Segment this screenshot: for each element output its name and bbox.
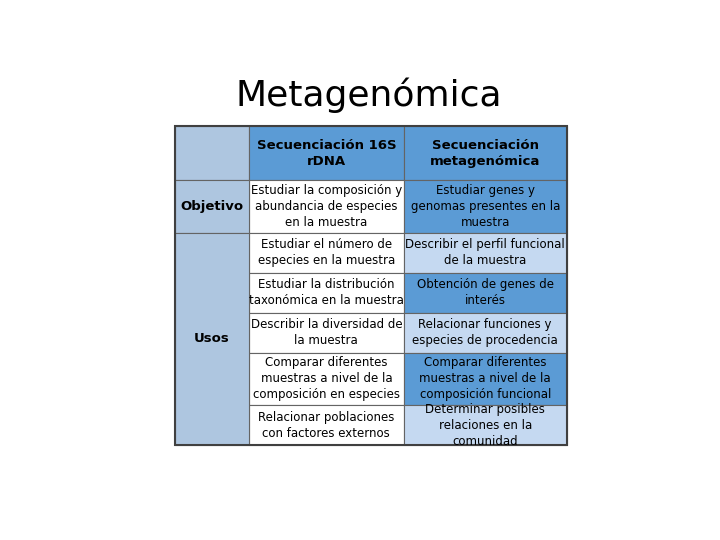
Text: Relacionar poblaciones
con factores externos: Relacionar poblaciones con factores exte… — [258, 410, 395, 440]
Text: Objetivo: Objetivo — [181, 200, 243, 213]
Bar — [249, 353, 404, 405]
Text: Comparar diferentes
muestras a nivel de la
composición en especies: Comparar diferentes muestras a nivel de … — [253, 356, 400, 401]
Text: Estudiar la distribución
taxonómica en la muestra: Estudiar la distribución taxonómica en l… — [249, 278, 404, 307]
Bar — [404, 233, 567, 273]
Bar — [249, 126, 404, 180]
Text: Estudiar el número de
especies en la muestra: Estudiar el número de especies en la mue… — [258, 238, 395, 267]
Text: Usos: Usos — [194, 333, 230, 346]
Bar — [404, 273, 567, 313]
Text: Secuenciación
metagenómica: Secuenciación metagenómica — [430, 139, 541, 168]
Bar — [249, 405, 404, 445]
Bar — [175, 126, 249, 180]
Text: Estudiar genes y
genomas presentes en la
muestra: Estudiar genes y genomas presentes en la… — [410, 184, 560, 229]
Bar — [175, 126, 567, 445]
Bar — [249, 273, 404, 313]
Bar — [404, 180, 567, 233]
Bar — [249, 313, 404, 353]
Text: Describir la diversidad de
la muestra: Describir la diversidad de la muestra — [251, 318, 402, 347]
Text: Determinar posibles
relaciones en la
comunidad: Determinar posibles relaciones en la com… — [426, 403, 545, 448]
Text: Obtención de genes de
interés: Obtención de genes de interés — [417, 278, 554, 307]
Bar — [249, 233, 404, 273]
Bar — [404, 126, 567, 180]
Text: Estudiar la composición y
abundancia de especies
en la muestra: Estudiar la composición y abundancia de … — [251, 184, 402, 229]
Bar — [404, 313, 567, 353]
Text: Secuenciación 16S
rDNA: Secuenciación 16S rDNA — [256, 139, 396, 168]
Text: Describir el perfil funcional
de la muestra: Describir el perfil funcional de la mues… — [405, 238, 565, 267]
Text: Relacionar funciones y
especies de procedencia: Relacionar funciones y especies de proce… — [413, 318, 558, 347]
Bar — [404, 353, 567, 405]
Bar — [404, 405, 567, 445]
Text: Metagenómica: Metagenómica — [235, 78, 503, 113]
Bar — [175, 180, 249, 233]
Text: Comparar diferentes
muestras a nivel de la
composición funcional: Comparar diferentes muestras a nivel de … — [420, 356, 551, 401]
Bar — [249, 180, 404, 233]
Bar — [175, 233, 249, 445]
